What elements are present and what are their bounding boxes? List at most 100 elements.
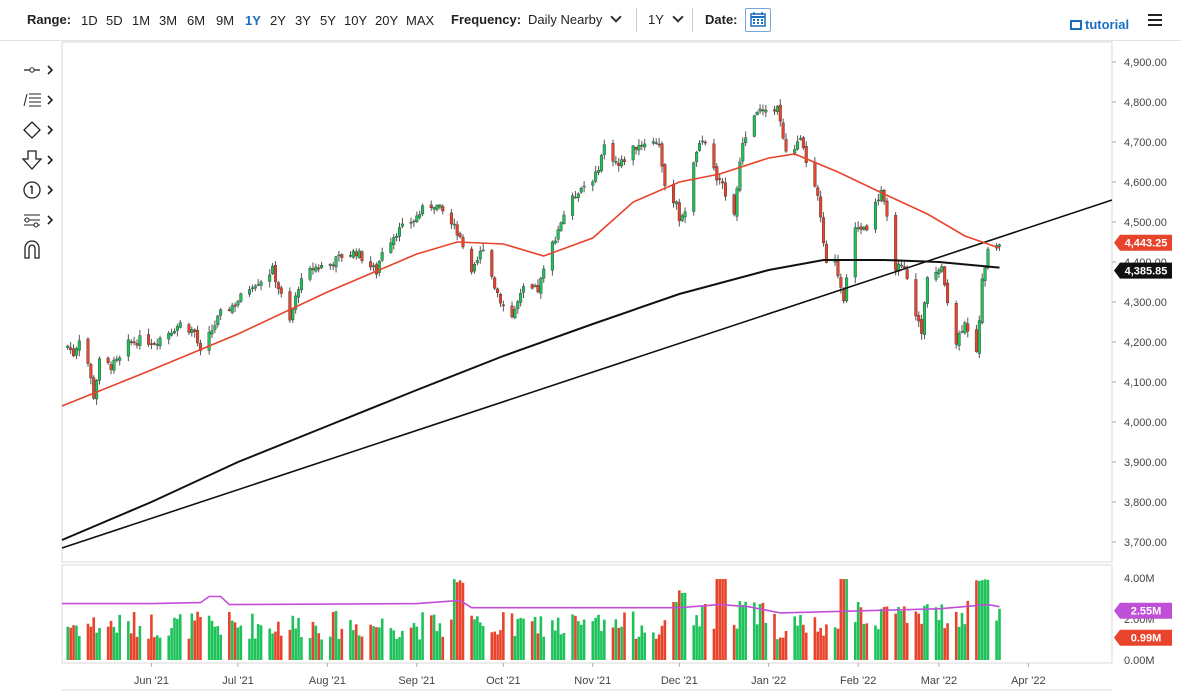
candle-body <box>138 335 142 346</box>
volume-bar <box>513 635 517 660</box>
candle-body <box>250 287 254 290</box>
volume-bar <box>533 616 537 660</box>
arrow-tool-button[interactable] <box>18 148 58 178</box>
volume-bar <box>441 636 445 660</box>
counter-tool-button[interactable] <box>18 178 58 208</box>
volume-bar <box>556 617 560 660</box>
volume-bar <box>516 619 520 660</box>
range-button-1y[interactable]: 1Y <box>245 13 261 28</box>
candle-body <box>620 159 624 167</box>
volume-bar <box>461 582 465 660</box>
candle-body <box>132 341 136 344</box>
candle-body <box>196 329 200 344</box>
candle-body <box>435 205 439 210</box>
range-button-3m[interactable]: 3M <box>159 13 178 28</box>
volume-bar <box>187 638 191 660</box>
volume-bar <box>233 622 237 660</box>
volume-bar <box>401 630 404 660</box>
volume-bar <box>603 619 606 660</box>
counter-tool-icon <box>23 181 54 199</box>
frequency-select[interactable]: Daily Nearby <box>528 11 623 27</box>
candle-body <box>703 141 707 144</box>
volume-bar <box>510 613 514 660</box>
volume-bar <box>328 636 332 660</box>
volume-bar <box>637 636 641 660</box>
volume-bar <box>256 624 260 660</box>
candle-body <box>744 137 748 143</box>
candle-body <box>822 217 826 244</box>
range-button-1d[interactable]: 1D <box>81 13 98 28</box>
candle-body <box>320 265 324 268</box>
candle-body <box>784 139 788 152</box>
volume-last-badge-text: 0.99M <box>1131 633 1162 645</box>
candle-body <box>960 331 964 333</box>
period-select[interactable]: 1Y <box>648 11 684 27</box>
candle-body <box>97 358 101 381</box>
volume-bar <box>781 637 785 660</box>
volume-ma-line <box>62 595 1000 614</box>
candle-body <box>109 364 113 370</box>
candle-body <box>418 214 422 218</box>
candle-body <box>597 169 601 173</box>
candle-body <box>533 285 537 288</box>
candle-body <box>328 263 332 266</box>
candle-body <box>259 281 263 286</box>
candle-body <box>219 309 223 316</box>
measure-tool-button[interactable] <box>18 208 58 238</box>
range-button-3y[interactable]: 3Y <box>295 13 311 28</box>
candle-body <box>741 142 745 162</box>
candle-body <box>490 250 494 277</box>
shape-tool-button[interactable] <box>18 118 58 148</box>
volume-bar <box>455 582 459 660</box>
candle-body <box>617 162 621 166</box>
candle-body <box>510 305 514 318</box>
volume-bar <box>853 622 857 660</box>
tutorial-link[interactable]: tutorial <box>1070 17 1129 32</box>
candle-body <box>429 204 433 208</box>
hamburger-menu-button[interactable] <box>1148 14 1162 26</box>
candle-body <box>337 254 341 257</box>
range-button-9m[interactable]: 9M <box>216 13 235 28</box>
date-label: Date: <box>705 12 738 27</box>
range-button-5d[interactable]: 5D <box>106 13 123 28</box>
magnet-tool-button[interactable] <box>18 238 58 268</box>
candle-body <box>279 287 283 294</box>
range-button-5y[interactable]: 5Y <box>320 13 336 28</box>
range-button-10y[interactable]: 10Y <box>344 13 368 28</box>
volume-bar <box>340 628 344 660</box>
volume-bar <box>879 608 883 660</box>
price-tick-label: 4,000.00 <box>1124 417 1167 429</box>
volume-bar <box>395 639 398 660</box>
volume-bar <box>683 592 687 660</box>
range-button-1m[interactable]: 1M <box>132 13 151 28</box>
ma200-line <box>61 259 1000 541</box>
fib-tool-button[interactable] <box>18 88 58 118</box>
candle-body <box>715 166 719 181</box>
volume-bar <box>816 631 820 660</box>
volume-bar <box>920 623 923 660</box>
candle-body <box>680 215 684 221</box>
volume-bar <box>724 579 727 660</box>
volume-bar <box>675 601 678 660</box>
range-button-20y[interactable]: 20Y <box>375 13 399 28</box>
volume-bar <box>917 613 921 660</box>
candle-body <box>876 199 880 202</box>
volume-bar <box>372 626 375 660</box>
volume-bar <box>493 631 496 660</box>
range-button-2y[interactable]: 2Y <box>270 13 286 28</box>
volume-bar <box>268 628 271 660</box>
candle-body <box>773 109 777 112</box>
calendar-button[interactable] <box>745 8 771 32</box>
volume-bar <box>692 625 696 660</box>
candle-body <box>957 333 961 346</box>
candle-body <box>438 204 442 208</box>
candle-body <box>700 140 704 143</box>
volume-bar <box>213 626 217 660</box>
candle-body <box>392 237 396 245</box>
x-tick-label: Feb '22 <box>840 675 876 687</box>
range-button-6m[interactable]: 6M <box>187 13 206 28</box>
volume-bar <box>150 614 153 660</box>
range-button-max[interactable]: MAX <box>406 13 435 28</box>
line-tool-button[interactable] <box>18 58 58 88</box>
